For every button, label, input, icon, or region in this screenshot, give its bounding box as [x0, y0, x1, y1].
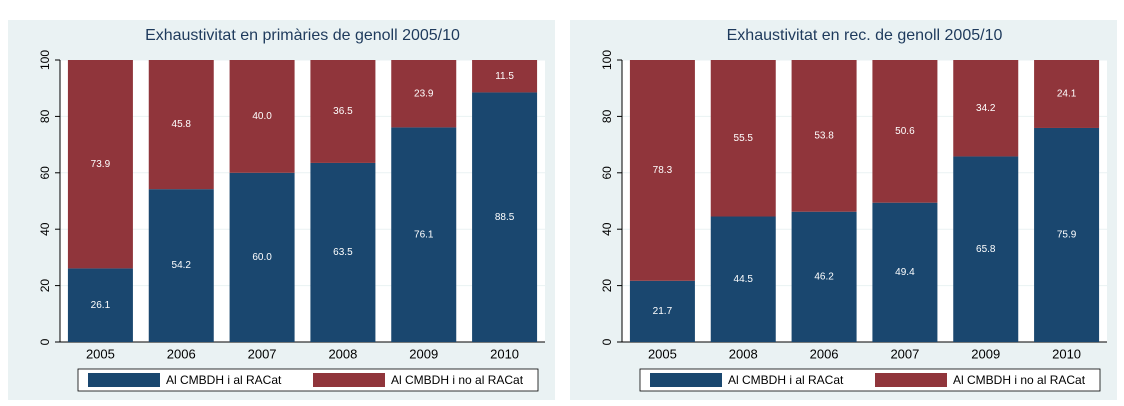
data-label: 60.0	[252, 252, 272, 263]
data-label: 36.5	[333, 106, 353, 117]
y-tick-label: 0	[600, 338, 614, 345]
y-tick-label: 0	[38, 338, 52, 345]
data-label: 40.0	[252, 111, 272, 122]
legend-swatch	[313, 373, 385, 387]
data-label: 54.2	[172, 260, 192, 271]
bar-segment	[710, 216, 776, 342]
plot-area	[622, 60, 1107, 342]
data-label: 46.2	[814, 271, 834, 282]
data-label: 11.5	[495, 71, 514, 82]
legend-swatch	[875, 373, 947, 387]
x-tick-label: 2010	[490, 346, 519, 361]
y-tick-label: 40	[600, 222, 614, 236]
y-tick-label: 40	[38, 222, 52, 236]
bar-segment	[472, 60, 538, 93]
bar-segment	[310, 60, 376, 163]
plot-area	[60, 60, 545, 342]
x-tick-label: 2005	[648, 346, 677, 361]
bar-segment	[391, 60, 457, 128]
legend-label: Al CMBDH i no al RACat	[391, 373, 524, 387]
x-tick-label: 2009	[409, 346, 438, 361]
data-label: 24.1	[1057, 89, 1077, 100]
x-tick-label: 2007	[890, 346, 919, 361]
data-label: 23.9	[414, 88, 434, 99]
y-tick-label: 100	[600, 50, 614, 70]
data-label: 34.2	[976, 103, 996, 114]
bar-segment	[67, 268, 133, 342]
bar-segment	[229, 60, 295, 173]
bar-segment	[953, 60, 1019, 157]
bar-segment	[1034, 60, 1100, 128]
x-tick-label: 2007	[248, 346, 277, 361]
y-tick-label: 80	[38, 109, 52, 123]
chart-title: Exhaustivitat en rec. de genoll 2005/10	[727, 27, 1003, 44]
data-label: 49.4	[895, 267, 915, 278]
x-tick-label: 2008	[729, 346, 758, 361]
bar-segment	[791, 211, 857, 342]
legend-label: Al CMBDH i al RACat	[166, 373, 282, 387]
x-tick-label: 2009	[971, 346, 1000, 361]
data-label: 73.9	[91, 159, 111, 170]
bar-segment	[953, 156, 1019, 342]
legend-box	[639, 368, 1101, 392]
bar-segment	[872, 202, 938, 342]
y-tick-label: 20	[38, 279, 52, 293]
data-label: 53.8	[814, 130, 834, 141]
data-label: 55.5	[734, 133, 754, 144]
bar-segment	[791, 60, 857, 212]
data-label: 76.1	[414, 229, 434, 240]
y-tick-label: 80	[600, 109, 614, 123]
bar-segment	[872, 60, 938, 203]
bar-segment	[629, 280, 695, 342]
bar-segment	[629, 60, 695, 281]
legend-label: Al CMBDH i no al RACat	[953, 373, 1086, 387]
legend-swatch	[650, 373, 722, 387]
x-tick-label: 2008	[328, 346, 357, 361]
data-label: 63.5	[333, 247, 353, 258]
chart-title: Exhaustivitat en primàries de genoll 200…	[145, 27, 460, 44]
data-label: 88.5	[495, 212, 515, 223]
y-tick-label: 60	[38, 166, 52, 180]
bar-segment	[310, 162, 376, 342]
bar-segment	[1034, 127, 1100, 342]
data-label: 21.7	[653, 306, 673, 317]
x-tick-label: 2006	[810, 346, 839, 361]
data-label: 75.9	[1057, 230, 1077, 241]
y-tick-label: 20	[600, 279, 614, 293]
data-label: 50.6	[895, 126, 915, 137]
bar-segment	[229, 172, 295, 342]
legend-label: Al CMBDH i al RACat	[728, 373, 844, 387]
data-label: 78.3	[653, 165, 673, 176]
x-tick-label: 2006	[167, 346, 196, 361]
bar-segment	[472, 92, 538, 343]
bar-segment	[148, 189, 214, 342]
data-label: 45.8	[172, 119, 192, 130]
data-label: 44.5	[734, 274, 754, 285]
data-label: 26.1	[91, 300, 111, 311]
bar-segment	[67, 60, 133, 269]
x-tick-label: 2005	[86, 346, 115, 361]
data-label: 65.8	[976, 244, 996, 255]
bar-segment	[148, 60, 214, 190]
legend-swatch	[88, 373, 160, 387]
x-tick-label: 2010	[1052, 346, 1081, 361]
y-tick-label: 60	[600, 166, 614, 180]
bar-segment	[710, 60, 776, 217]
y-tick-label: 100	[38, 50, 52, 70]
bar-segment	[391, 127, 457, 342]
legend-box	[77, 368, 539, 392]
